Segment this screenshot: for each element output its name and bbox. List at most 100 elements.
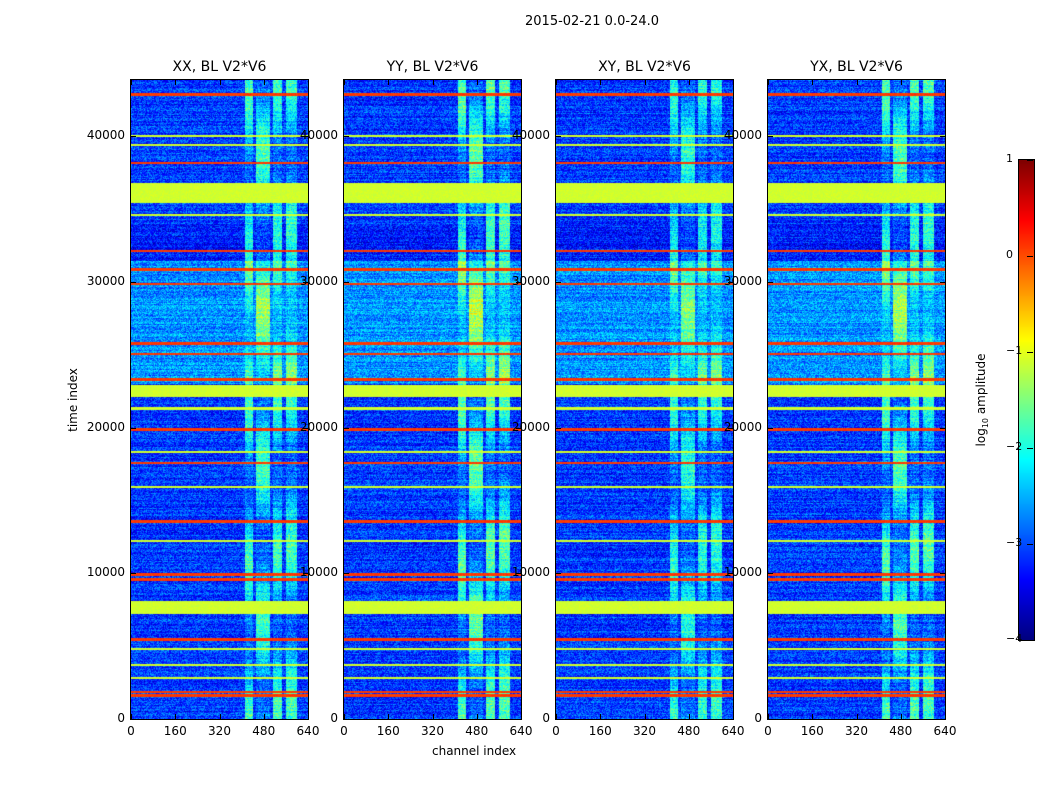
- x-tick-label: 0: [340, 724, 348, 738]
- x-tick: [432, 714, 434, 719]
- x-axis-label: channel index: [432, 744, 517, 758]
- x-tick: [432, 80, 434, 85]
- y-tick: [728, 573, 733, 575]
- x-tick: [945, 714, 946, 719]
- heatmap-panel: [130, 79, 309, 720]
- x-tick: [344, 80, 345, 85]
- y-tick: [131, 281, 136, 283]
- x-tick: [768, 80, 769, 85]
- colorbar-tick: [1027, 160, 1033, 161]
- y-tick: [940, 136, 945, 138]
- colorbar-tick-label: 0: [1006, 248, 1013, 261]
- x-tick-label: 320: [633, 724, 656, 738]
- colorbar-label: log10 amplitude: [973, 353, 991, 447]
- y-tick: [344, 719, 349, 720]
- x-tick: [131, 80, 132, 85]
- y-tick-label: 10000: [299, 565, 338, 580]
- y-tick: [728, 281, 733, 283]
- y-tick: [131, 719, 136, 720]
- y-tick: [516, 573, 521, 575]
- x-tick-label: 320: [421, 724, 444, 738]
- y-tick: [768, 136, 773, 138]
- y-tick-label: 30000: [723, 273, 762, 288]
- x-tick: [856, 80, 858, 85]
- x-tick: [131, 714, 132, 719]
- y-tick: [516, 136, 521, 138]
- y-tick-label: 20000: [511, 419, 550, 434]
- y-tick: [344, 136, 349, 138]
- y-tick: [344, 281, 349, 283]
- x-tick: [768, 714, 769, 719]
- x-tick: [175, 714, 177, 719]
- x-tick: [644, 80, 646, 85]
- y-tick: [303, 136, 308, 138]
- x-tick: [945, 80, 946, 85]
- x-tick-label: 640: [933, 724, 957, 738]
- y-tick: [940, 427, 945, 429]
- x-tick: [688, 80, 690, 85]
- panel-title: XX, BL V2*V6: [172, 59, 267, 75]
- x-tick: [476, 714, 478, 719]
- x-tick: [521, 80, 522, 85]
- x-tick-label: 640: [721, 724, 745, 738]
- x-tick: [308, 714, 309, 719]
- y-tick-label: 10000: [723, 565, 762, 580]
- y-tick: [768, 719, 773, 720]
- heatmap-image: [344, 80, 521, 719]
- heatmap-image: [131, 80, 308, 719]
- x-tick-label: 0: [552, 724, 560, 738]
- y-tick-label: 40000: [86, 128, 125, 143]
- y-tick: [344, 427, 349, 429]
- y-tick-label: 40000: [299, 128, 338, 143]
- y-tick-label: 40000: [723, 128, 762, 143]
- y-tick-label: 30000: [511, 273, 550, 288]
- y-tick-label: 0: [542, 711, 550, 725]
- colorbar-tick-label: −4: [1006, 632, 1023, 645]
- x-tick-label: 640: [296, 724, 320, 738]
- y-tick: [768, 573, 773, 575]
- x-tick: [308, 80, 309, 85]
- y-tick: [516, 719, 521, 720]
- x-tick: [856, 714, 858, 719]
- y-tick: [303, 719, 308, 720]
- y-tick-label: 0: [330, 711, 338, 725]
- x-tick: [812, 714, 814, 719]
- y-tick-label: 0: [754, 711, 762, 725]
- y-tick: [344, 573, 349, 575]
- y-tick: [556, 136, 561, 138]
- y-tick: [516, 281, 521, 283]
- colorbar-tick-label: 1: [1006, 152, 1013, 165]
- y-tick-label: 20000: [299, 419, 338, 434]
- y-tick-label: 40000: [511, 128, 550, 143]
- x-tick: [219, 714, 221, 719]
- y-tick: [940, 281, 945, 283]
- x-tick: [476, 80, 478, 85]
- x-tick: [263, 80, 265, 85]
- y-tick: [556, 281, 561, 283]
- colorbar-tick: [1027, 448, 1033, 449]
- x-tick: [733, 714, 734, 719]
- panel-title: YX, BL V2*V6: [810, 59, 903, 75]
- colorbar-tick-label: −2: [1006, 440, 1023, 453]
- x-tick-label: 640: [509, 724, 533, 738]
- heatmap-panel: [343, 79, 522, 720]
- x-tick: [175, 80, 177, 85]
- colorbar-tick: [1027, 544, 1033, 545]
- y-tick: [131, 427, 136, 429]
- colorbar: [1018, 159, 1035, 641]
- y-tick: [768, 281, 773, 283]
- y-tick-label: 20000: [723, 419, 762, 434]
- x-tick: [521, 714, 522, 719]
- colorbar-tick: [1027, 256, 1033, 257]
- x-tick-label: 480: [252, 724, 276, 738]
- y-tick: [556, 573, 561, 575]
- heatmap-image: [768, 80, 945, 719]
- x-tick-label: 0: [764, 724, 772, 738]
- x-tick-label: 160: [376, 724, 400, 738]
- x-tick-label: 480: [465, 724, 489, 738]
- y-tick: [940, 719, 945, 720]
- heatmap-panel: [555, 79, 734, 720]
- x-tick: [600, 714, 602, 719]
- panel-title: YY, BL V2*V6: [386, 59, 479, 75]
- x-tick: [600, 80, 602, 85]
